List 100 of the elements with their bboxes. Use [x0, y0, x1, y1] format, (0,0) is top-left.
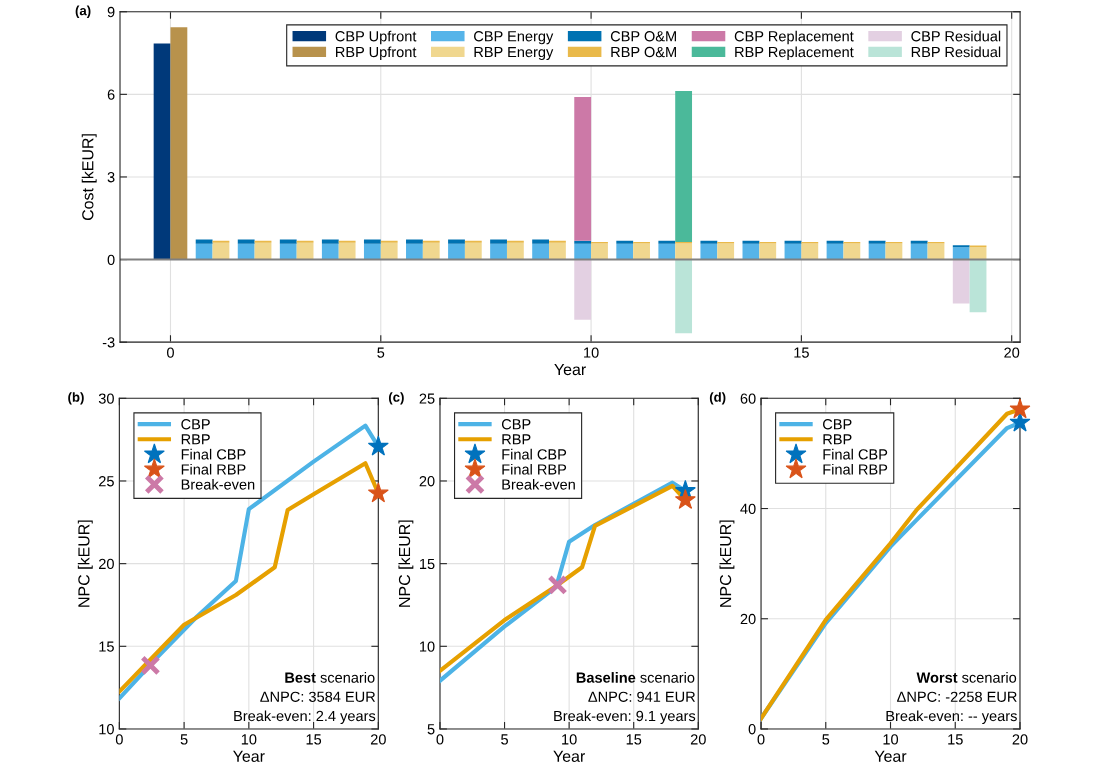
legend-label: CBP Energy [474, 31, 554, 45]
bar [490, 239, 507, 244]
bar [675, 259, 693, 334]
bar [574, 240, 592, 244]
bar [616, 240, 634, 244]
bar [910, 240, 928, 244]
point [547, 574, 568, 596]
legend-label: RBP [181, 434, 210, 445]
x-tick-label: 20 [370, 734, 386, 745]
annotation: Break-even: -- years [886, 710, 1017, 725]
text: (a) [75, 5, 91, 18]
bar [296, 242, 314, 260]
bar [532, 243, 550, 260]
bar [784, 243, 802, 260]
bar [532, 239, 550, 244]
y-tick-label: 25 [419, 393, 435, 404]
bar [406, 239, 423, 244]
text: (b) [68, 392, 84, 405]
annotation: ΔNPC: 3584 EUR [260, 691, 376, 702]
x-tick-label: 5 [822, 734, 830, 745]
legend-label: Final RBP [502, 463, 567, 475]
bar [448, 243, 465, 260]
bar [700, 243, 718, 260]
bar [574, 243, 592, 260]
bar [910, 243, 928, 260]
x-axis-title: Year [554, 363, 586, 376]
legend-label: Break-even [502, 478, 575, 490]
legend-label: RBP O&M [611, 46, 676, 58]
x-tick-label: 0 [436, 734, 444, 745]
annotation: Baseline scenario [576, 672, 695, 683]
x-tick-label: 0 [757, 734, 765, 745]
y-tick-label: -3 [102, 337, 115, 348]
bar [826, 243, 844, 260]
bar [574, 97, 592, 241]
legend-label: CBP Replacement [734, 30, 854, 45]
point [140, 655, 161, 676]
y-tick-label: 20 [419, 476, 435, 487]
bar [675, 91, 693, 242]
legend-label: Final RBP [181, 463, 246, 475]
x-tick-label: 15 [626, 734, 642, 745]
legend-label: RBP Energy [474, 47, 554, 61]
legend-label: CBP Residual [911, 30, 1001, 42]
bar [658, 243, 676, 260]
x-tick-label: 20 [1012, 734, 1028, 745]
bar [321, 243, 339, 260]
x-axis-title: Year [233, 750, 265, 762]
bar [279, 239, 297, 244]
bar [338, 242, 356, 260]
bar [633, 243, 650, 260]
point [367, 435, 389, 456]
x-tick-label: 5 [377, 347, 385, 358]
y-tick-label: 5 [427, 724, 435, 735]
bar [422, 242, 440, 260]
x-axis-title: Year [553, 750, 585, 762]
legend-label: RBP Upfront [336, 46, 417, 61]
bar [742, 240, 760, 244]
legend-label: CBP [181, 419, 210, 430]
x-tick-label: 20 [1004, 347, 1020, 358]
legend-label: RBP Residual [911, 46, 1001, 58]
x-tick-label: 15 [794, 347, 809, 358]
annotation: Best scenario [285, 672, 375, 683]
legend-label: CBP [501, 419, 531, 430]
bar [195, 239, 213, 244]
bar [170, 27, 188, 260]
bar [195, 243, 213, 260]
text: (c) [388, 392, 404, 405]
y-tick-label: 3 [107, 172, 115, 183]
bar [237, 243, 255, 260]
bar [952, 259, 970, 304]
y-tick-label: 0 [107, 254, 115, 265]
text: (d) [709, 392, 726, 405]
annotation: Worst scenario [916, 672, 1017, 683]
legend-label: RBP [502, 434, 531, 445]
bar [380, 242, 398, 260]
bar [742, 243, 760, 260]
legend-label: CBP [823, 419, 852, 430]
x-tick-label: 0 [167, 347, 174, 358]
x-axis-title: Year [874, 750, 907, 762]
bar [658, 240, 676, 244]
bar [700, 240, 718, 244]
bar [784, 240, 802, 244]
y-tick-label: 60 [740, 393, 756, 404]
y-tick-label: 10 [99, 724, 114, 735]
y-tick-label: 9 [107, 6, 115, 18]
bar [237, 239, 255, 244]
y-tick-label: 25 [99, 476, 114, 487]
bar [506, 242, 524, 260]
y-axis-title: NPC [kEUR] [719, 520, 735, 607]
bar [464, 242, 482, 260]
legend-label: Final CBP [502, 448, 567, 460]
bar [448, 239, 465, 244]
x-tick-label: 5 [180, 734, 188, 745]
annotation: Break-even: 9.1 years [554, 710, 696, 725]
bar [406, 243, 423, 260]
bar [717, 243, 735, 260]
bar [969, 246, 987, 260]
point [674, 489, 696, 509]
annotation: ΔNPC: 941 EUR [588, 691, 696, 702]
x-tick-label: 15 [948, 734, 963, 745]
x-tick-label: 10 [883, 734, 899, 745]
